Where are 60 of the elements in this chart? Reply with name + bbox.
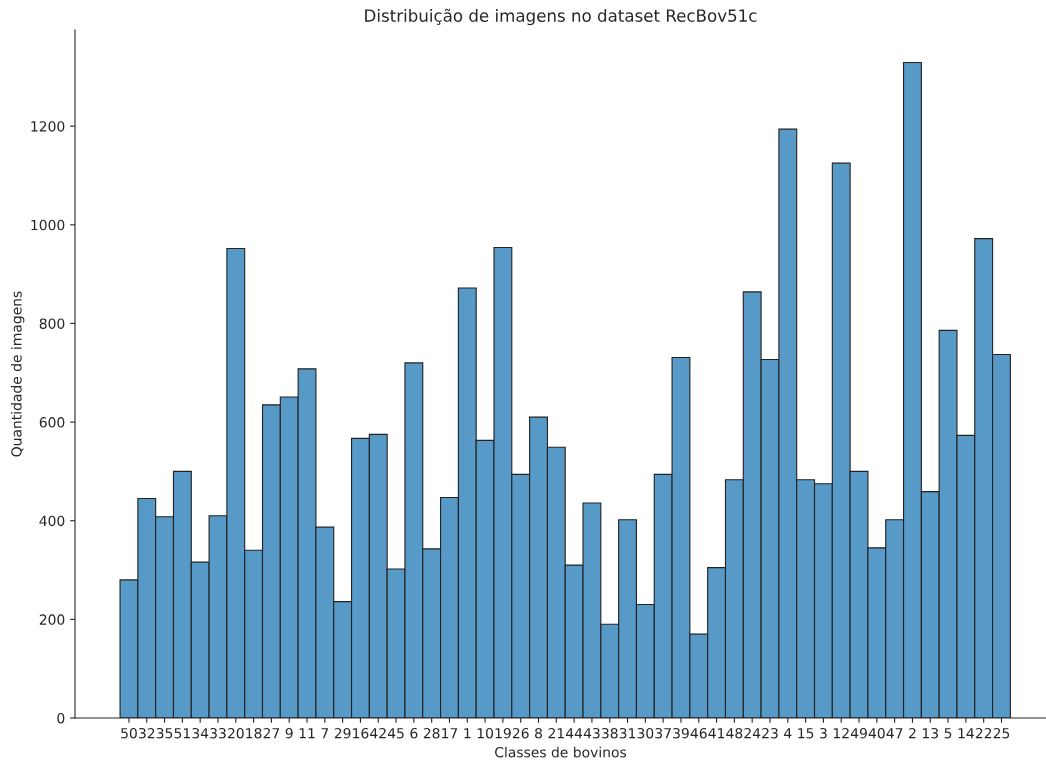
x-tick-label: 51 bbox=[174, 728, 190, 739]
y-tick-label: 1000 bbox=[31, 219, 65, 231]
y-tick-label: 600 bbox=[39, 417, 65, 428]
y-tick-label: 400 bbox=[39, 515, 65, 527]
x-axis-title: Classes de bovinos bbox=[495, 746, 627, 758]
x-tick-label: 26 bbox=[512, 727, 529, 739]
x-tick-label: 8 bbox=[535, 727, 542, 739]
x-tick-label: 25 bbox=[993, 727, 1010, 739]
x-tick-label: 28 bbox=[423, 727, 440, 739]
x-tick-label: 17 bbox=[442, 728, 458, 739]
x-tick-label: 42 bbox=[370, 727, 386, 739]
x-tick-label: 2 bbox=[909, 727, 916, 739]
y-axis-title: Quantidade de imagens bbox=[10, 291, 25, 457]
x-tick-label: 6 bbox=[410, 727, 418, 739]
x-tick-label: 11 bbox=[299, 728, 315, 739]
x-tick-label: 15 bbox=[798, 728, 814, 739]
x-tick-label: 34 bbox=[192, 727, 209, 739]
x-tick-label: 31 bbox=[619, 727, 636, 739]
x-tick-label: 40 bbox=[868, 727, 885, 739]
x-tick-label: 20 bbox=[227, 727, 244, 739]
y-tick-label: 1200 bbox=[31, 121, 65, 132]
x-tick-label: 16 bbox=[353, 727, 369, 739]
x-tick-label: 50 bbox=[121, 727, 137, 739]
x-tick-label: 35 bbox=[156, 727, 173, 739]
x-tick-label: 3 bbox=[820, 727, 827, 739]
x-tick-label: 37 bbox=[655, 727, 671, 739]
x-tick-label: 19 bbox=[495, 727, 511, 739]
x-tick-label: 44 bbox=[565, 728, 583, 739]
x-tick-label: 30 bbox=[637, 727, 654, 739]
x-tick-label: 14 bbox=[958, 728, 974, 739]
x-tick-label: 38 bbox=[601, 727, 618, 739]
x-tick-label: 27 bbox=[263, 727, 280, 739]
x-tick-label: 33 bbox=[210, 727, 226, 739]
x-tick-label: 9 bbox=[285, 727, 293, 739]
x-tick-label: 48 bbox=[726, 727, 743, 739]
x-tick-label: 47 bbox=[886, 728, 903, 739]
x-tick-label: 10 bbox=[477, 727, 493, 739]
y-tick-label: 200 bbox=[39, 614, 65, 625]
x-tick-label: 46 bbox=[690, 727, 707, 739]
x-tick-label: 41 bbox=[708, 728, 725, 739]
x-tick-label: 29 bbox=[334, 727, 351, 739]
x-tick-label: 32 bbox=[138, 727, 155, 739]
x-tick-label: 18 bbox=[246, 727, 262, 739]
x-tick-label: 13 bbox=[922, 727, 938, 739]
x-tick-label: 12 bbox=[833, 727, 849, 739]
x-tick-label: 7 bbox=[321, 728, 329, 739]
x-tick-label: 49 bbox=[850, 727, 867, 739]
x-tick-label: 5 bbox=[944, 728, 952, 739]
x-tick-label: 45 bbox=[387, 728, 404, 739]
chart-title: Distribuição de imagens no dataset RecBov51c bbox=[365, 8, 757, 26]
x-tick-label: 21 bbox=[548, 727, 564, 739]
x-tick-label: 24 bbox=[744, 727, 761, 739]
x-tick-label: 23 bbox=[762, 727, 778, 739]
x-tick-label: 1 bbox=[464, 728, 471, 739]
x-tick-label: 4 bbox=[784, 728, 792, 739]
x-tick-label: 22 bbox=[975, 727, 992, 739]
x-tick-label: 39 bbox=[673, 727, 689, 739]
y-tick-label: 0 bbox=[57, 712, 65, 724]
y-tick-label: 800 bbox=[39, 318, 65, 329]
x-tick-label: 43 bbox=[583, 727, 600, 739]
